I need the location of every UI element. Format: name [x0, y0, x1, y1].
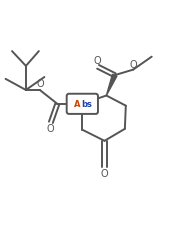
Text: bs: bs	[81, 100, 92, 109]
FancyBboxPatch shape	[67, 94, 98, 114]
Text: O: O	[93, 56, 101, 66]
Text: O: O	[130, 59, 137, 69]
Polygon shape	[106, 75, 117, 96]
Text: A: A	[74, 100, 80, 109]
Text: O: O	[36, 79, 44, 89]
Text: O: O	[101, 168, 108, 178]
Text: O: O	[46, 124, 54, 134]
